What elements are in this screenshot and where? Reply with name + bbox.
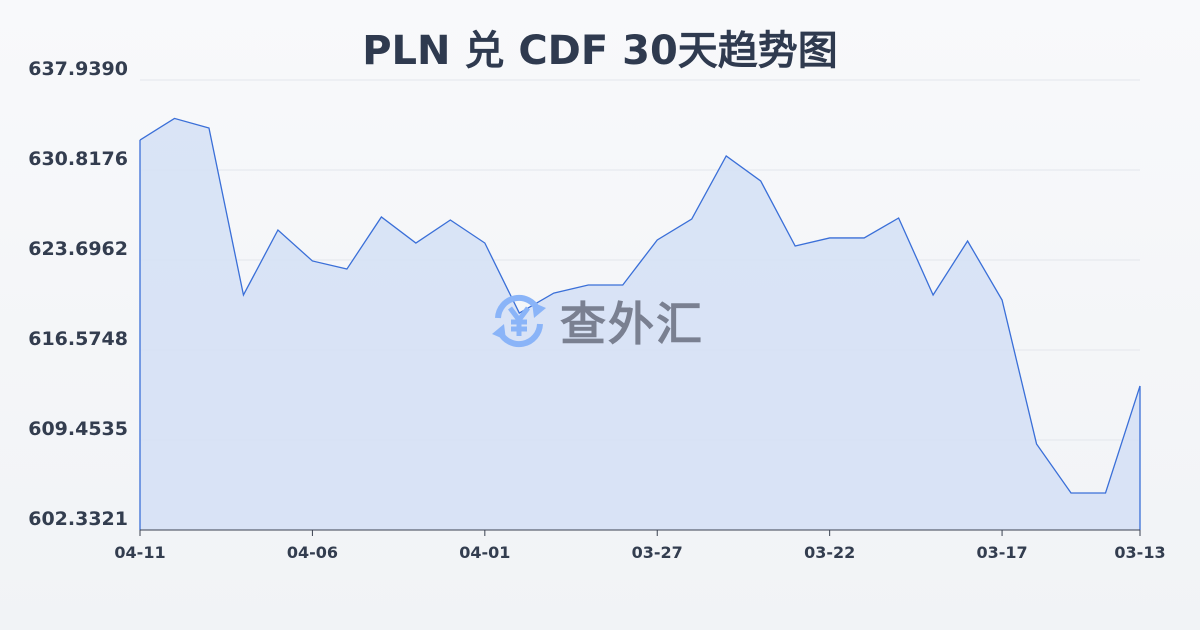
y-tick-label: 630.8176 <box>28 148 128 170</box>
y-tick-label: 637.9390 <box>28 58 128 80</box>
watermark: 查外汇 <box>488 288 704 354</box>
y-tick-label: 616.5748 <box>28 328 128 350</box>
y-tick-label: 609.4535 <box>28 418 128 440</box>
x-tick-label: 04-11 <box>114 543 165 562</box>
area-fill <box>140 118 1140 530</box>
x-tick-label: 03-17 <box>976 543 1027 562</box>
chart-title: PLN 兑 CDF 30天趋势图 <box>362 28 838 74</box>
x-tick-label: 04-06 <box>287 543 338 562</box>
x-tick-label: 03-13 <box>1114 543 1165 562</box>
series-line <box>139 117 1141 494</box>
x-tick-label: 03-27 <box>632 543 683 562</box>
y-tick-label: 602.3321 <box>28 508 128 530</box>
yuan-exchange-icon <box>492 294 546 348</box>
watermark-text: 查外汇 <box>560 297 704 351</box>
x-tick-label: 03-22 <box>804 543 855 562</box>
y-tick-label: 623.6962 <box>28 238 128 260</box>
x-tick-label: 04-01 <box>459 543 510 562</box>
